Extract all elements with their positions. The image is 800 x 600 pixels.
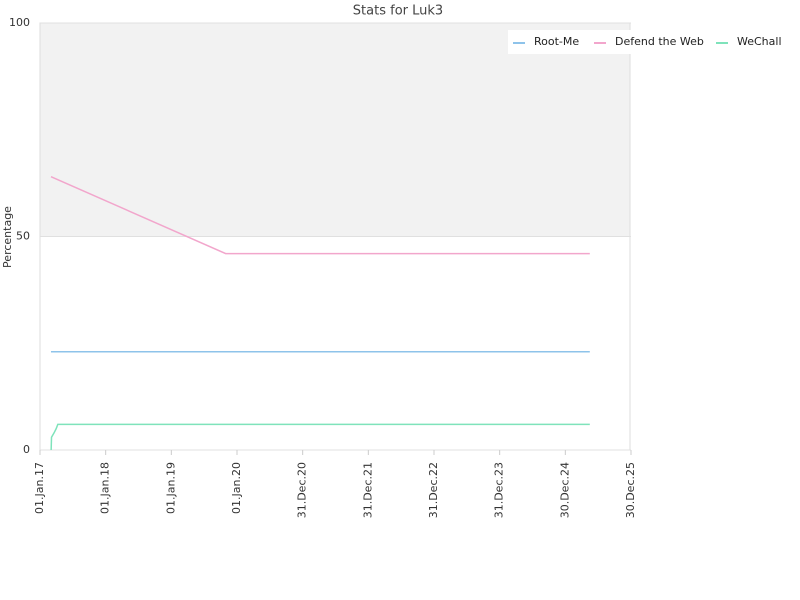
x-tick-label: 01.Jan.19 xyxy=(164,462,177,514)
y-axis-label: Percentage xyxy=(1,206,14,268)
x-tick-label: 31.Dec.23 xyxy=(493,462,506,518)
x-tick-label: 31.Dec.21 xyxy=(361,462,374,518)
x-tick-label: 31.Dec.22 xyxy=(427,462,440,518)
y-tick-label: 0 xyxy=(23,443,30,456)
x-tick-label: 01.Jan.20 xyxy=(230,462,243,514)
legend-box xyxy=(508,30,788,54)
plot-band xyxy=(40,23,630,237)
x-tick-label: 01.Jan.17 xyxy=(33,462,46,514)
legend-label: Root-Me xyxy=(534,35,579,48)
series-line xyxy=(50,423,590,451)
y-tick-label: 100 xyxy=(9,16,30,29)
legend-label: WeChall xyxy=(737,35,782,48)
x-tick-label: 01.Jan.18 xyxy=(99,462,112,514)
chart-title: Stats for Luk3 xyxy=(353,4,443,19)
series-line xyxy=(50,176,590,255)
y-tick-label: 50 xyxy=(16,230,30,243)
x-tick-label: 30.Dec.25 xyxy=(624,462,637,518)
legend-label: Defend the Web xyxy=(615,35,704,48)
x-tick-label: 30.Dec.24 xyxy=(558,462,571,518)
x-tick-label: 31.Dec.20 xyxy=(296,462,309,518)
